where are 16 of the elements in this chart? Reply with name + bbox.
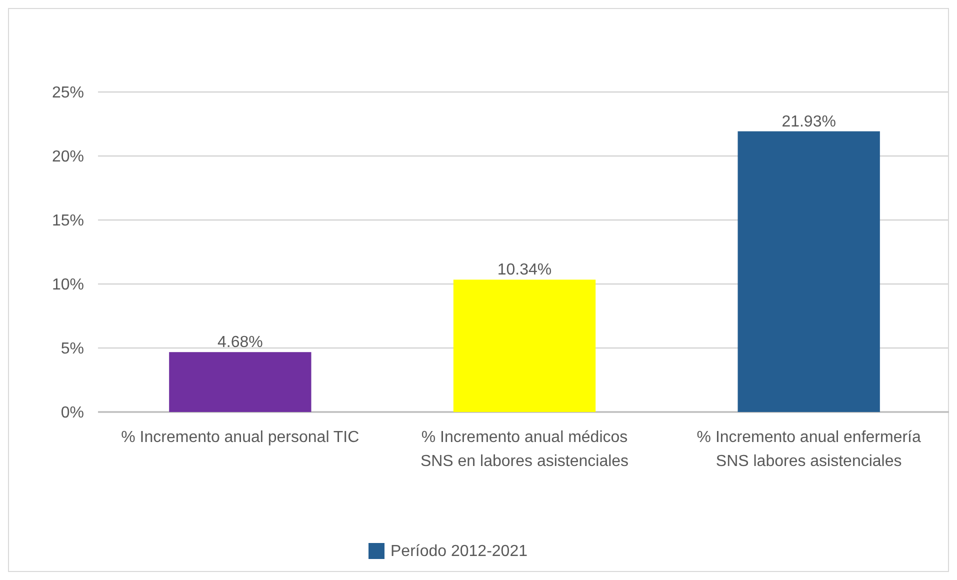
y-tick-label: 20%: [52, 148, 84, 166]
bar: [453, 280, 596, 412]
bar: [738, 131, 880, 412]
y-tick-label: 10%: [52, 276, 84, 294]
y-tick-label: 15%: [52, 212, 84, 230]
data-label: 4.68%: [217, 334, 263, 352]
x-tick-label: % Incremento anual médicos SNS en labores asistenciales: [420, 429, 629, 470]
bar: [169, 352, 312, 412]
y-tick-label: 0%: [60, 404, 84, 422]
x-tick-label: % Incremento anual enfermería SNS labores asistenciales: [696, 429, 921, 470]
y-tick-label: 25%: [52, 84, 84, 102]
data-label: 10.34%: [497, 262, 552, 279]
legend-label: Período 2012-2021: [390, 543, 528, 560]
data-label: 21.93%: [782, 113, 836, 130]
y-tick-label: 5%: [60, 340, 84, 358]
x-tick-label: % Incremento anual personal TIC: [121, 429, 360, 446]
